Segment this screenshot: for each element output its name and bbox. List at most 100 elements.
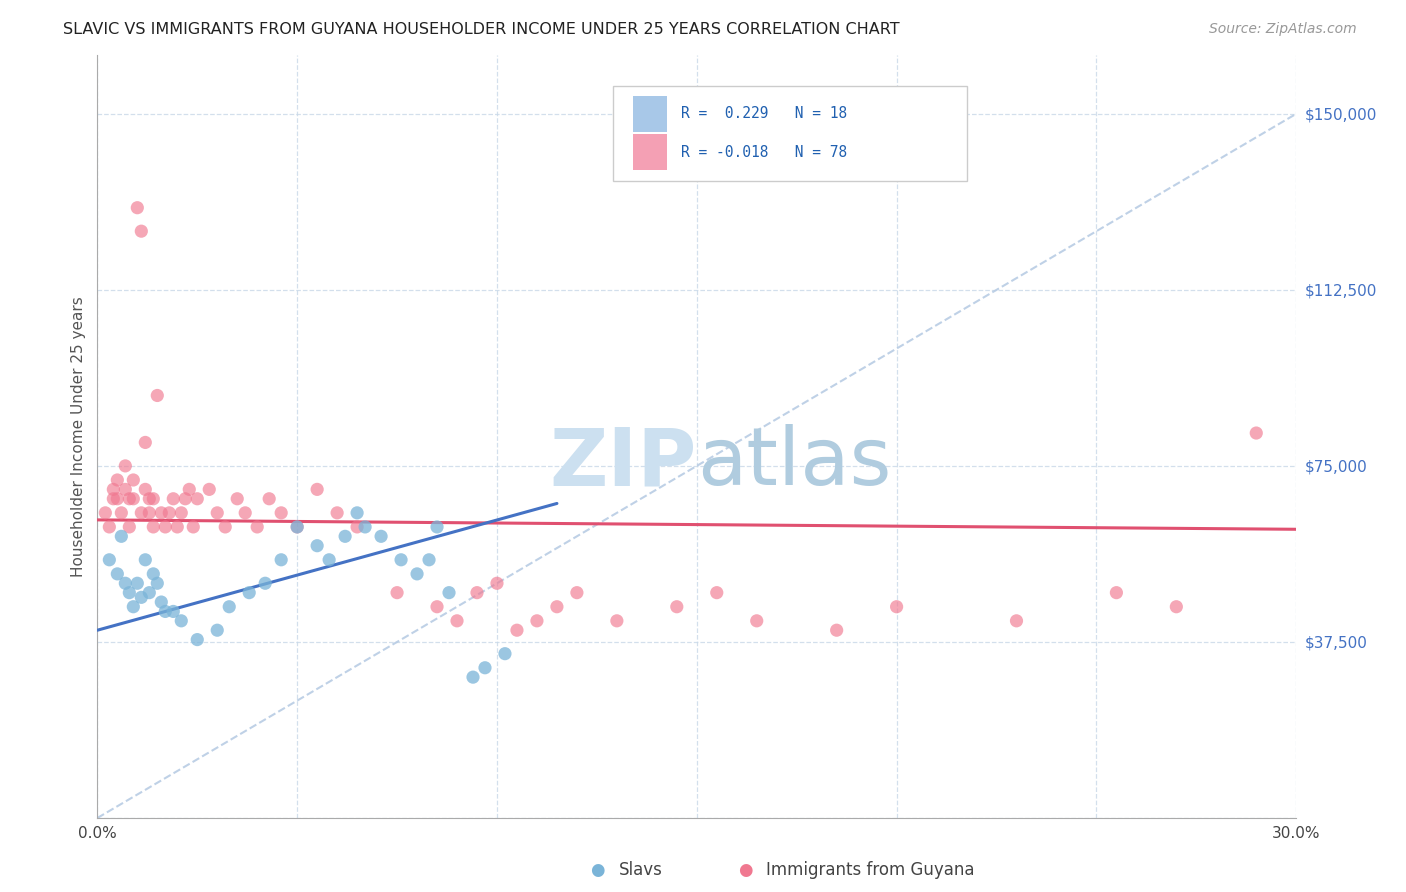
- Point: [131, 591, 153, 605]
- Point: [114, 576, 136, 591]
- Point: [270, 553, 292, 567]
- Point: [138, 506, 160, 520]
- Point: [825, 624, 848, 638]
- Point: [170, 506, 193, 520]
- Point: [257, 491, 280, 506]
- Point: [318, 553, 340, 567]
- Point: [346, 506, 368, 520]
- Point: [406, 566, 429, 581]
- Point: [385, 585, 408, 599]
- Point: [146, 388, 169, 402]
- Point: [174, 491, 197, 506]
- Point: [157, 506, 180, 520]
- Point: [181, 520, 204, 534]
- Text: Slavs: Slavs: [619, 861, 662, 879]
- Point: [1105, 585, 1128, 599]
- Point: [214, 520, 236, 534]
- Point: [94, 506, 117, 520]
- Point: [138, 585, 160, 599]
- Text: atlas: atlas: [697, 425, 891, 502]
- Point: [155, 604, 177, 618]
- Point: [346, 520, 368, 534]
- Point: [706, 585, 728, 599]
- Point: [333, 529, 356, 543]
- Point: [426, 599, 449, 614]
- Point: [238, 585, 260, 599]
- Text: R =  0.229   N = 18: R = 0.229 N = 18: [681, 106, 848, 121]
- Point: [142, 491, 165, 506]
- Point: [179, 483, 201, 497]
- Text: Source: ZipAtlas.com: Source: ZipAtlas.com: [1209, 22, 1357, 37]
- Point: [118, 520, 141, 534]
- Point: [122, 491, 145, 506]
- Point: [134, 435, 156, 450]
- Point: [446, 614, 468, 628]
- Point: [114, 483, 136, 497]
- Point: [105, 473, 128, 487]
- Point: [122, 473, 145, 487]
- Point: [1246, 425, 1268, 440]
- Point: [886, 599, 908, 614]
- Point: [103, 491, 125, 506]
- Point: [142, 566, 165, 581]
- Point: [745, 614, 768, 628]
- Point: [103, 483, 125, 497]
- Point: [226, 491, 249, 506]
- Point: [437, 585, 460, 599]
- Point: [461, 670, 484, 684]
- Point: [389, 553, 412, 567]
- Point: [526, 614, 548, 628]
- Point: [665, 599, 688, 614]
- Point: [150, 506, 173, 520]
- Point: [465, 585, 488, 599]
- Point: [307, 539, 329, 553]
- Point: [150, 595, 173, 609]
- Point: [1166, 599, 1188, 614]
- Point: [127, 201, 149, 215]
- Point: [426, 520, 449, 534]
- Point: [138, 491, 160, 506]
- Point: [186, 632, 208, 647]
- Text: Immigrants from Guyana: Immigrants from Guyana: [766, 861, 974, 879]
- Y-axis label: Householder Income Under 25 years: Householder Income Under 25 years: [72, 296, 86, 577]
- Point: [98, 520, 121, 534]
- Point: [285, 520, 308, 534]
- Point: [354, 520, 377, 534]
- Point: [155, 520, 177, 534]
- Point: [162, 604, 184, 618]
- Point: [606, 614, 628, 628]
- Point: [131, 506, 153, 520]
- Point: [418, 553, 440, 567]
- Point: [134, 483, 156, 497]
- Point: [131, 224, 153, 238]
- Point: [307, 483, 329, 497]
- Point: [546, 599, 568, 614]
- Point: [485, 576, 508, 591]
- Text: SLAVIC VS IMMIGRANTS FROM GUYANA HOUSEHOLDER INCOME UNDER 25 YEARS CORRELATION C: SLAVIC VS IMMIGRANTS FROM GUYANA HOUSEHO…: [63, 22, 900, 37]
- Point: [474, 661, 496, 675]
- Point: [166, 520, 188, 534]
- Point: [198, 483, 221, 497]
- Point: [207, 624, 229, 638]
- Point: [110, 506, 132, 520]
- Point: [105, 491, 128, 506]
- Point: [207, 506, 229, 520]
- Point: [270, 506, 292, 520]
- Point: [118, 491, 141, 506]
- Point: [285, 520, 308, 534]
- Point: [122, 599, 145, 614]
- Point: [246, 520, 269, 534]
- Point: [186, 491, 208, 506]
- Text: ●: ●: [591, 861, 605, 879]
- Point: [127, 576, 149, 591]
- Point: [110, 529, 132, 543]
- Point: [105, 566, 128, 581]
- Text: ZIP: ZIP: [550, 425, 697, 502]
- Point: [170, 614, 193, 628]
- Bar: [633, 134, 666, 170]
- Point: [494, 647, 516, 661]
- Point: [326, 506, 349, 520]
- Bar: [633, 95, 666, 132]
- Point: [142, 520, 165, 534]
- Point: [146, 576, 169, 591]
